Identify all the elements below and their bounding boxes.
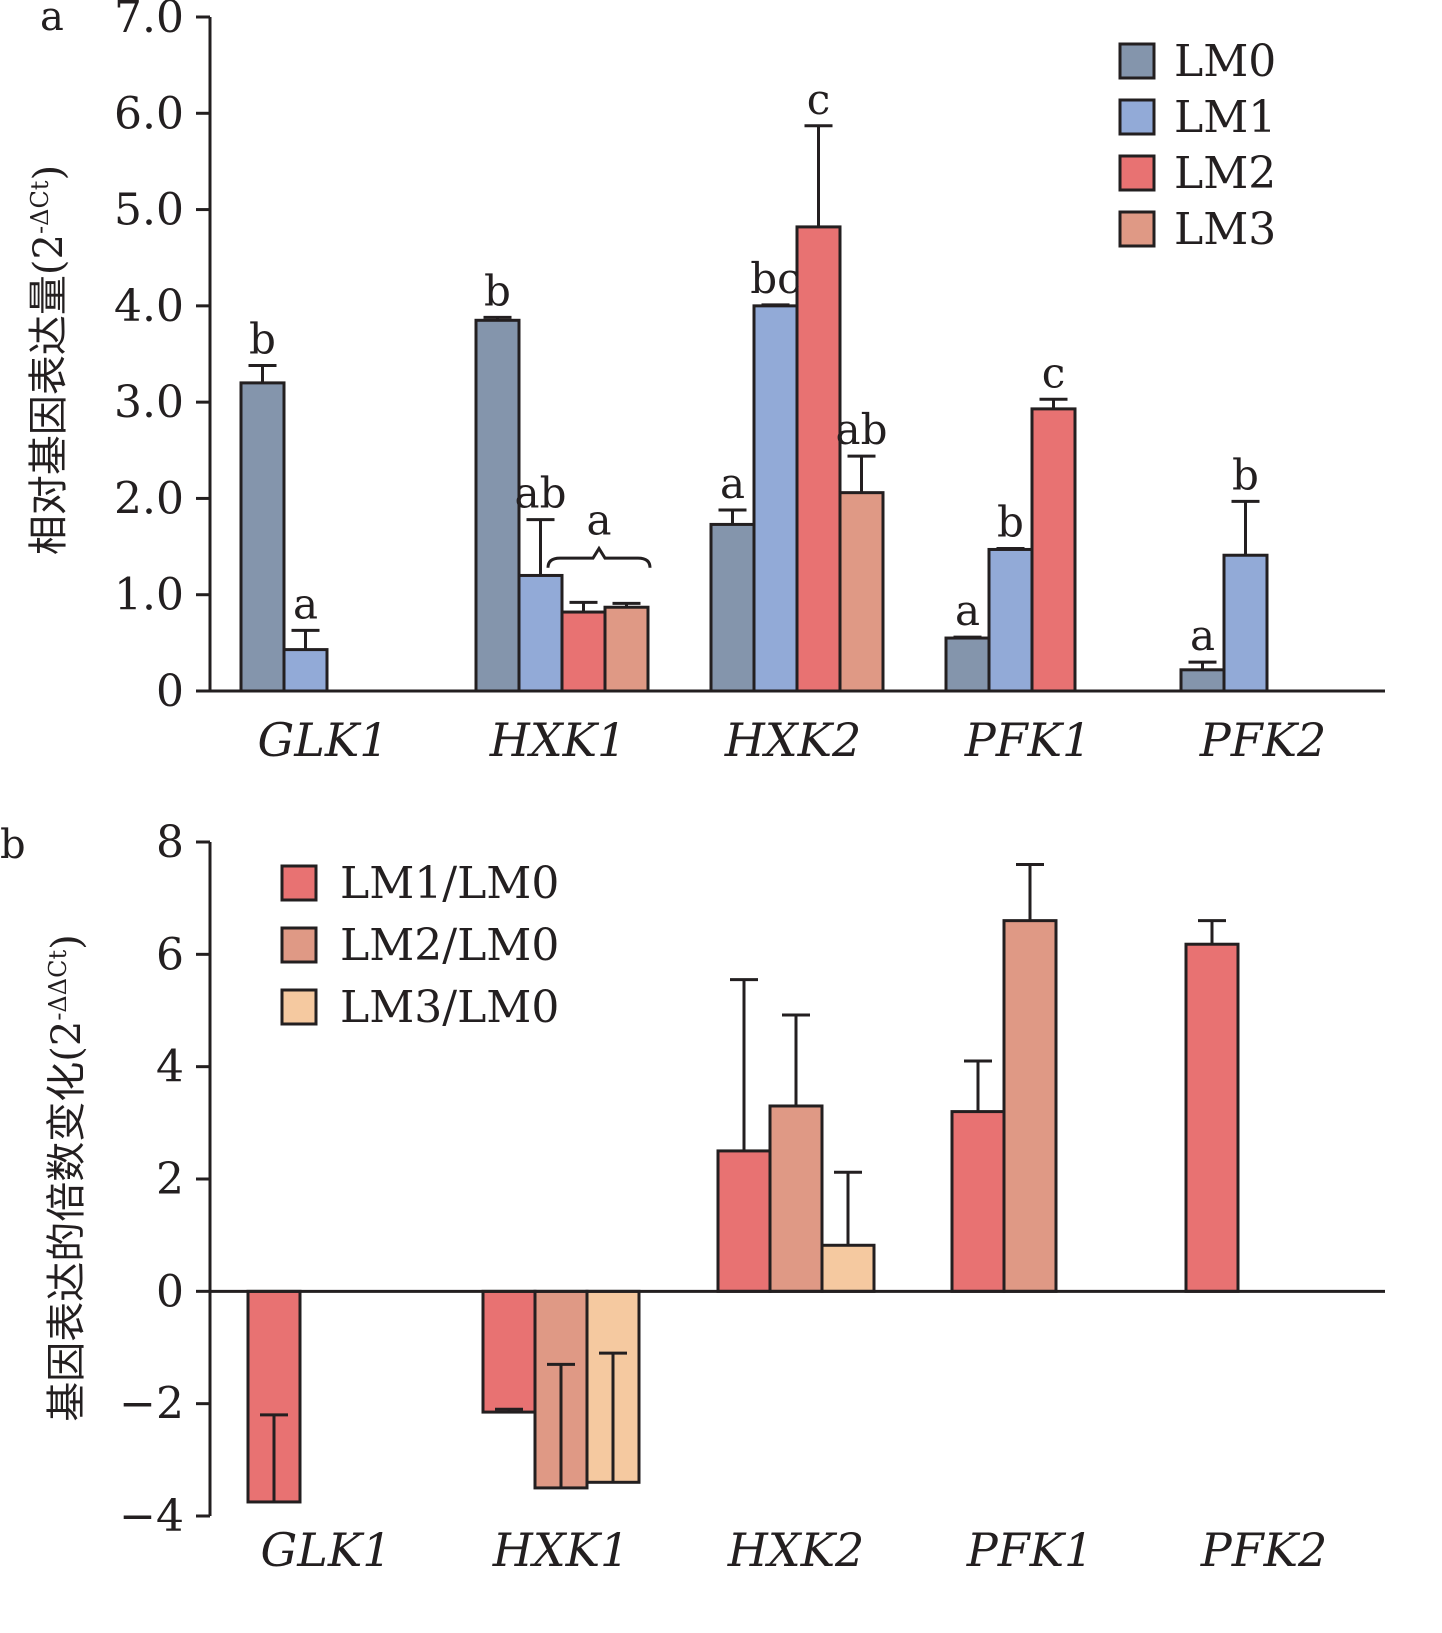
legend-label-lm2-lm0: LM2/LM0 bbox=[340, 920, 559, 971]
significance-label-lm1-hxk1: ab bbox=[515, 469, 567, 518]
legend-swatch-lm2 bbox=[1118, 154, 1156, 192]
legend-swatch-lm3-lm0 bbox=[280, 988, 318, 1026]
legend-label-lm1: LM1 bbox=[1174, 92, 1276, 143]
x-tick-label-glk1: GLK1 bbox=[258, 713, 389, 767]
y-tick-label: 4 bbox=[156, 1042, 184, 1093]
legend-label-lm3-lm0: LM3/LM0 bbox=[340, 982, 559, 1033]
bar-lm0-hxk1 bbox=[474, 318, 521, 693]
y-tick-label: 1.0 bbox=[114, 570, 184, 621]
y-tick-label: 6.0 bbox=[114, 88, 184, 139]
bar-lm1-pfk1 bbox=[987, 547, 1034, 693]
bar-lm3-hxk2 bbox=[838, 491, 885, 693]
y-tick-label: 3.0 bbox=[114, 377, 184, 428]
significance-label-lm0-pfk1: a bbox=[955, 586, 980, 635]
x-tick-label-glk1: GLK1 bbox=[261, 1523, 392, 1577]
y-tick-label: 2 bbox=[156, 1154, 184, 1205]
bar-lm3-hxk1 bbox=[603, 605, 650, 693]
bar-lm0-glk1 bbox=[239, 381, 286, 693]
legend-label-lm1-lm0: LM1/LM0 bbox=[340, 858, 559, 909]
significance-label-lm3-hxk2: ab bbox=[836, 405, 888, 454]
y-tick-label: −4 bbox=[119, 1491, 184, 1542]
bar-lm0-pfk2 bbox=[1179, 668, 1226, 693]
y-tick-label: 4.0 bbox=[114, 281, 184, 332]
bar-lm1-pfk2 bbox=[1222, 553, 1269, 693]
significance-label-lm1-pfk1: b bbox=[997, 497, 1024, 546]
legend-swatch-lm1 bbox=[1118, 98, 1156, 136]
y-tick-label: 7.0 bbox=[114, 0, 184, 43]
bar-lm1-hxk1 bbox=[517, 573, 564, 693]
x-tick-label-hxk1: HXK1 bbox=[492, 1523, 630, 1577]
panel-b-y-axis-label: 基因表达的倍数变化(2-ΔΔCt) bbox=[44, 934, 90, 1421]
bar-lm3-lm0-hxk2 bbox=[820, 1243, 876, 1293]
bar-lm1-lm0-glk1 bbox=[246, 1289, 302, 1504]
legend-swatch-lm0 bbox=[1118, 42, 1156, 80]
y-tick-label: 2.0 bbox=[114, 473, 184, 524]
significance-label-lm1-glk1: a bbox=[293, 579, 318, 628]
bar-lm2-lm0-hxk2 bbox=[768, 1104, 824, 1293]
bar-lm1-lm0-pfk2 bbox=[1184, 942, 1240, 1293]
x-tick-label-pfk2: PFK2 bbox=[1199, 713, 1327, 767]
significance-label-lm0-pfk2: a bbox=[1190, 611, 1215, 660]
x-tick-label-pfk1: PFK1 bbox=[966, 1523, 1094, 1577]
bar-lm1-lm0-hxk1 bbox=[481, 1289, 537, 1414]
x-tick-label-pfk2: PFK2 bbox=[1200, 1523, 1328, 1577]
y-tick-label: 5.0 bbox=[114, 185, 184, 236]
significance-label-lm1-pfk2: b bbox=[1232, 450, 1259, 499]
legend-swatch-lm2-lm0 bbox=[280, 926, 318, 964]
panel-b-letter: b bbox=[0, 822, 26, 868]
y-tick-label: −2 bbox=[119, 1379, 184, 1430]
bar-lm0-hxk2 bbox=[709, 522, 756, 693]
bar-lm0-pfk1 bbox=[944, 636, 991, 693]
panel-a-y-axis-label: 相对基因表达量(2-ΔCt) bbox=[26, 165, 72, 555]
panel-b-chart: b 基因表达的倍数变化(2-ΔΔCt) −4 −2 0 2 4 6 8 GLK1 HXK1 HX… bbox=[0, 817, 1385, 1577]
panel-b-y-axis-label-close: ) bbox=[44, 934, 90, 950]
bar-lm2-pfk1 bbox=[1030, 407, 1077, 693]
panel-b-y-axis-label-main: 基因表达的倍数变化(2 bbox=[44, 1021, 90, 1422]
significance-label-lm0-hxk1: b bbox=[484, 266, 511, 315]
significance-label-lm2-hxk2: c bbox=[807, 75, 831, 124]
x-tick-label-hxk2: HXK2 bbox=[724, 713, 862, 767]
significance-label-lm1-hxk2: bc bbox=[750, 254, 800, 303]
significance-label-lm0-hxk2: a bbox=[720, 459, 745, 508]
legend-swatch-lm3 bbox=[1118, 210, 1156, 248]
x-tick-label-pfk1: PFK1 bbox=[964, 713, 1092, 767]
x-tick-label-hxk2: HXK2 bbox=[727, 1523, 865, 1577]
bar-lm2-hxk2 bbox=[795, 225, 842, 693]
panel-a-chart: a 相对基因表达量(2-ΔCt) 01.02.03.04.05.06.07.0 … bbox=[26, 0, 1385, 767]
panel-a-y-axis-label-close: ) bbox=[26, 165, 72, 181]
significance-label-lm2-pfk1: c bbox=[1042, 348, 1066, 397]
bar-lm1-lm0-pfk1 bbox=[950, 1110, 1006, 1293]
legend-label-lm2: LM2 bbox=[1174, 148, 1276, 199]
y-tick-label: 0 bbox=[156, 1266, 184, 1317]
legend-label-lm0: LM0 bbox=[1174, 36, 1276, 87]
bar-lm1-hxk2 bbox=[752, 304, 799, 693]
panel-a-y-axis-label-superscript: -ΔCt bbox=[26, 180, 54, 234]
significance-label-bracket-hxk1: a bbox=[586, 495, 611, 544]
legend-label-lm3: LM3 bbox=[1174, 204, 1276, 255]
bar-lm2-hxk1 bbox=[560, 610, 607, 693]
bar-lm1-glk1 bbox=[282, 648, 329, 693]
y-tick-label: 0 bbox=[156, 666, 184, 717]
x-tick-label-hxk1: HXK1 bbox=[489, 713, 627, 767]
y-tick-label: 8 bbox=[156, 817, 184, 868]
legend-swatch-lm1-lm0 bbox=[280, 864, 318, 902]
panel-a-y-axis-label-main: 相对基因表达量(2 bbox=[26, 234, 72, 555]
panel-a-letter: a bbox=[40, 0, 64, 40]
panel-b-y-axis-label-superscript: -ΔΔCt bbox=[44, 950, 72, 1021]
bar-lm2-lm0-pfk1 bbox=[1002, 919, 1058, 1293]
y-tick-label: 6 bbox=[156, 929, 184, 980]
bar-lm1-lm0-hxk2 bbox=[716, 1149, 772, 1293]
significance-label-lm0-glk1: b bbox=[249, 315, 276, 364]
significance-bracket-hxk1 bbox=[546, 545, 652, 568]
